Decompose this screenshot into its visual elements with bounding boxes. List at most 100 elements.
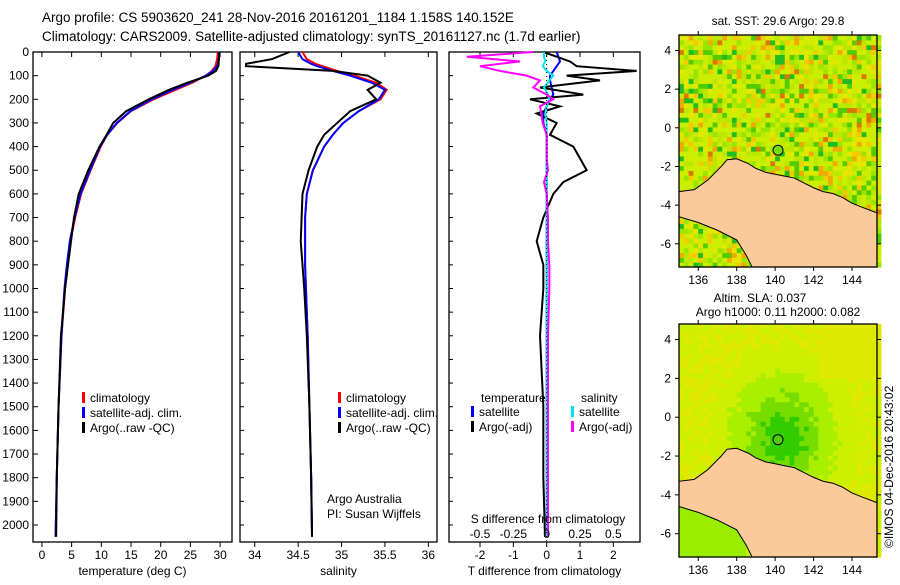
data-cell <box>847 97 853 104</box>
data-cell <box>712 430 719 437</box>
data-cell <box>727 262 733 268</box>
data-cell <box>808 59 815 65</box>
credit-text: ©IMOS 04-Dec-2016 20:43:02 <box>882 385 896 548</box>
data-cell <box>703 262 709 268</box>
data-cell <box>741 440 747 446</box>
data-cell <box>712 343 719 349</box>
data-cell <box>751 416 757 422</box>
data-cell <box>871 343 877 349</box>
data-cell <box>698 523 704 529</box>
data-cell <box>784 35 791 41</box>
legend-swatch <box>471 421 474 432</box>
data-cell <box>770 338 776 345</box>
data-cell <box>736 49 743 55</box>
data-cell <box>765 151 771 157</box>
data-cell <box>852 68 858 75</box>
data-cell <box>779 396 786 403</box>
data-cell <box>803 54 810 60</box>
data-cell <box>827 455 834 461</box>
data-cell <box>760 160 767 167</box>
data-cell <box>876 180 882 186</box>
data-cell <box>837 155 843 162</box>
data-cell <box>760 382 767 388</box>
data-cell <box>688 262 695 268</box>
data-cell <box>717 107 723 113</box>
data-cell <box>765 328 771 335</box>
data-cell <box>770 44 776 51</box>
data-cell <box>765 131 771 138</box>
data-cell <box>683 160 690 167</box>
data-cell <box>760 328 767 335</box>
data-cell <box>871 155 877 162</box>
data-cell <box>741 64 747 70</box>
data-cell <box>741 338 747 345</box>
data-cell <box>731 372 738 378</box>
data-cell <box>856 146 863 152</box>
data-cell <box>722 59 728 65</box>
data-cell <box>861 324 868 330</box>
legend-swatch <box>338 392 341 403</box>
data-cell <box>866 204 872 210</box>
data-cell <box>813 440 819 446</box>
data-cell <box>808 333 815 340</box>
data-cell <box>842 44 848 51</box>
data-cell <box>770 421 776 427</box>
data-cell <box>779 35 786 41</box>
data-cell <box>755 362 762 369</box>
data-cell <box>784 122 791 128</box>
data-cell <box>693 117 699 123</box>
data-cell <box>808 382 815 388</box>
data-cell <box>683 387 690 393</box>
data-cell <box>799 78 805 84</box>
data-cell <box>755 455 762 461</box>
data-cell <box>861 401 868 408</box>
data-cell <box>703 401 709 408</box>
data-cell <box>842 136 848 142</box>
data-cell <box>703 257 709 263</box>
data-cell <box>712 396 719 403</box>
data-cell <box>770 440 776 446</box>
data-cell <box>871 425 877 432</box>
data-cell <box>683 122 690 128</box>
data-cell <box>727 377 733 383</box>
data-cell <box>717 68 723 75</box>
data-cell <box>727 97 733 104</box>
data-cell <box>876 189 882 196</box>
data-cell <box>866 416 872 422</box>
data-cell <box>876 44 882 51</box>
data-cell <box>751 39 757 46</box>
data-cell <box>755 387 762 393</box>
data-cell <box>736 242 743 249</box>
data-cell <box>688 218 695 225</box>
data-cell <box>823 44 829 51</box>
data-cell <box>842 112 848 118</box>
plot-frame <box>32 51 233 543</box>
y-tick-label: 0 <box>22 45 29 59</box>
data-cell <box>679 343 685 349</box>
data-cell <box>784 83 791 89</box>
data-cell <box>698 88 704 94</box>
data-cell <box>799 348 805 354</box>
data-cell <box>876 513 882 519</box>
data-cell <box>712 122 719 128</box>
data-cell <box>803 421 810 427</box>
data-cell <box>876 126 882 133</box>
data-cell <box>755 348 762 354</box>
data-cell <box>803 464 810 471</box>
data-cell <box>861 155 868 162</box>
data-cell <box>861 141 868 147</box>
data-cell <box>813 126 819 133</box>
data-cell <box>688 238 695 244</box>
data-cell <box>823 445 829 451</box>
data-cell <box>679 518 685 524</box>
data-cell <box>847 484 853 490</box>
data-cell <box>847 59 853 65</box>
data-cell <box>707 518 714 524</box>
data-cell <box>712 238 719 244</box>
data-cell <box>679 165 685 171</box>
data-cell <box>693 542 699 548</box>
data-cell <box>876 382 882 388</box>
data-cell <box>741 252 747 258</box>
data-cell <box>693 126 699 133</box>
data-cell <box>852 170 858 176</box>
